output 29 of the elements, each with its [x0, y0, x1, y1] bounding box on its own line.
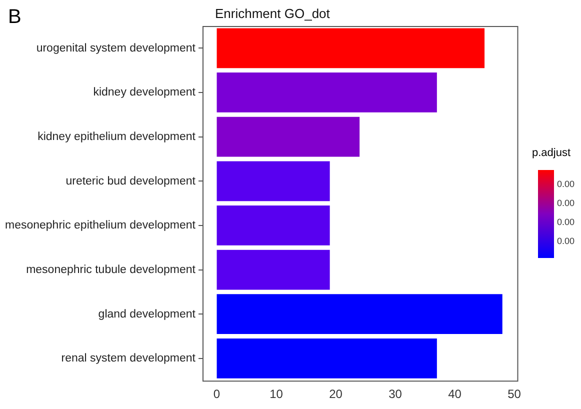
bar [216, 338, 437, 378]
bar [216, 250, 330, 290]
text: B [8, 6, 22, 29]
bar [216, 28, 485, 68]
y-tick-label: gland development [98, 308, 196, 320]
x-tick-label: 40 [448, 387, 462, 402]
x-tick-label: 50 [508, 387, 522, 402]
y-tick-label: ureteric bud development [66, 175, 196, 188]
y-tick-label: kidney epithelium development [38, 130, 196, 143]
bar [216, 161, 330, 202]
y-tick-label: urogenital system development [36, 42, 196, 54]
text: 0.00 [557, 217, 575, 227]
x-tick-label: 10 [270, 387, 284, 402]
y-tick-label: mesonephric tubule development [26, 264, 196, 276]
y-tick-label: mesonephric epithelium development [4, 220, 196, 232]
text: 0.00 [557, 179, 575, 189]
bar [216, 116, 360, 157]
y-tick-label: renal system development [61, 352, 196, 365]
x-tick-label: 30 [388, 387, 402, 402]
x-tick-label: 20 [329, 387, 343, 402]
bar [216, 206, 330, 246]
text: 0.00 [557, 198, 575, 208]
x-tick-label: 0 [213, 387, 220, 402]
text: 0.00 [557, 236, 575, 246]
y-tick-label: kidney development [93, 86, 196, 99]
color-bar-title: p.adjust [532, 147, 571, 159]
bar [216, 72, 437, 112]
bar [216, 294, 502, 334]
chart-title: Enrichment GO_dot [215, 6, 330, 21]
